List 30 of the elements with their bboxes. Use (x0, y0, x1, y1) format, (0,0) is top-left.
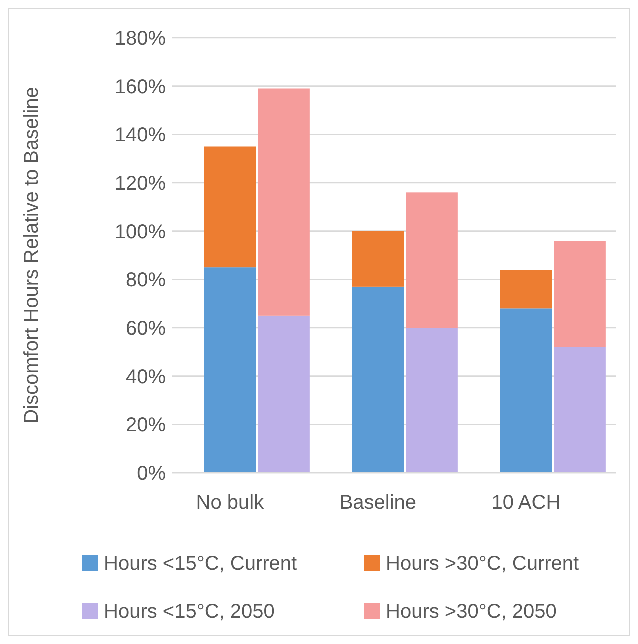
bar (406, 328, 458, 473)
legend-label: Hours <15°C, 2050 (104, 601, 275, 623)
y-tick-label: 0% (137, 463, 166, 485)
bar (204, 268, 256, 473)
bar (554, 347, 606, 473)
bar (352, 286, 404, 473)
legend-label: Hours >30°C, Current (386, 553, 580, 575)
y-tick-label: 40% (126, 366, 166, 388)
y-tick-label: 80% (126, 270, 166, 292)
bar (554, 241, 606, 348)
x-tick-label: 10 ACH (492, 492, 561, 514)
y-tick-label: 20% (126, 414, 166, 437)
bar (258, 316, 310, 473)
bar (500, 308, 552, 473)
bar (500, 270, 552, 309)
y-tick-label: 140% (114, 124, 166, 147)
legend-label: Hours <15°C, Current (104, 553, 298, 575)
y-tick-label: 60% (126, 318, 166, 340)
y-tick-label: 180% (114, 28, 166, 50)
y-axis-title: Discomfort Hours Relative to Baseline (21, 87, 43, 424)
y-tick-label: 120% (114, 173, 166, 195)
bar (406, 192, 458, 328)
y-tick-label: 100% (114, 221, 166, 244)
x-tick-label: No bulk (196, 492, 266, 514)
legend-label: Hours >30°C, 2050 (386, 601, 557, 623)
y-tick-label: 160% (114, 76, 166, 98)
bar (204, 146, 256, 268)
x-tick-label: Baseline (340, 492, 417, 514)
bar (352, 231, 404, 287)
bar (258, 88, 310, 316)
